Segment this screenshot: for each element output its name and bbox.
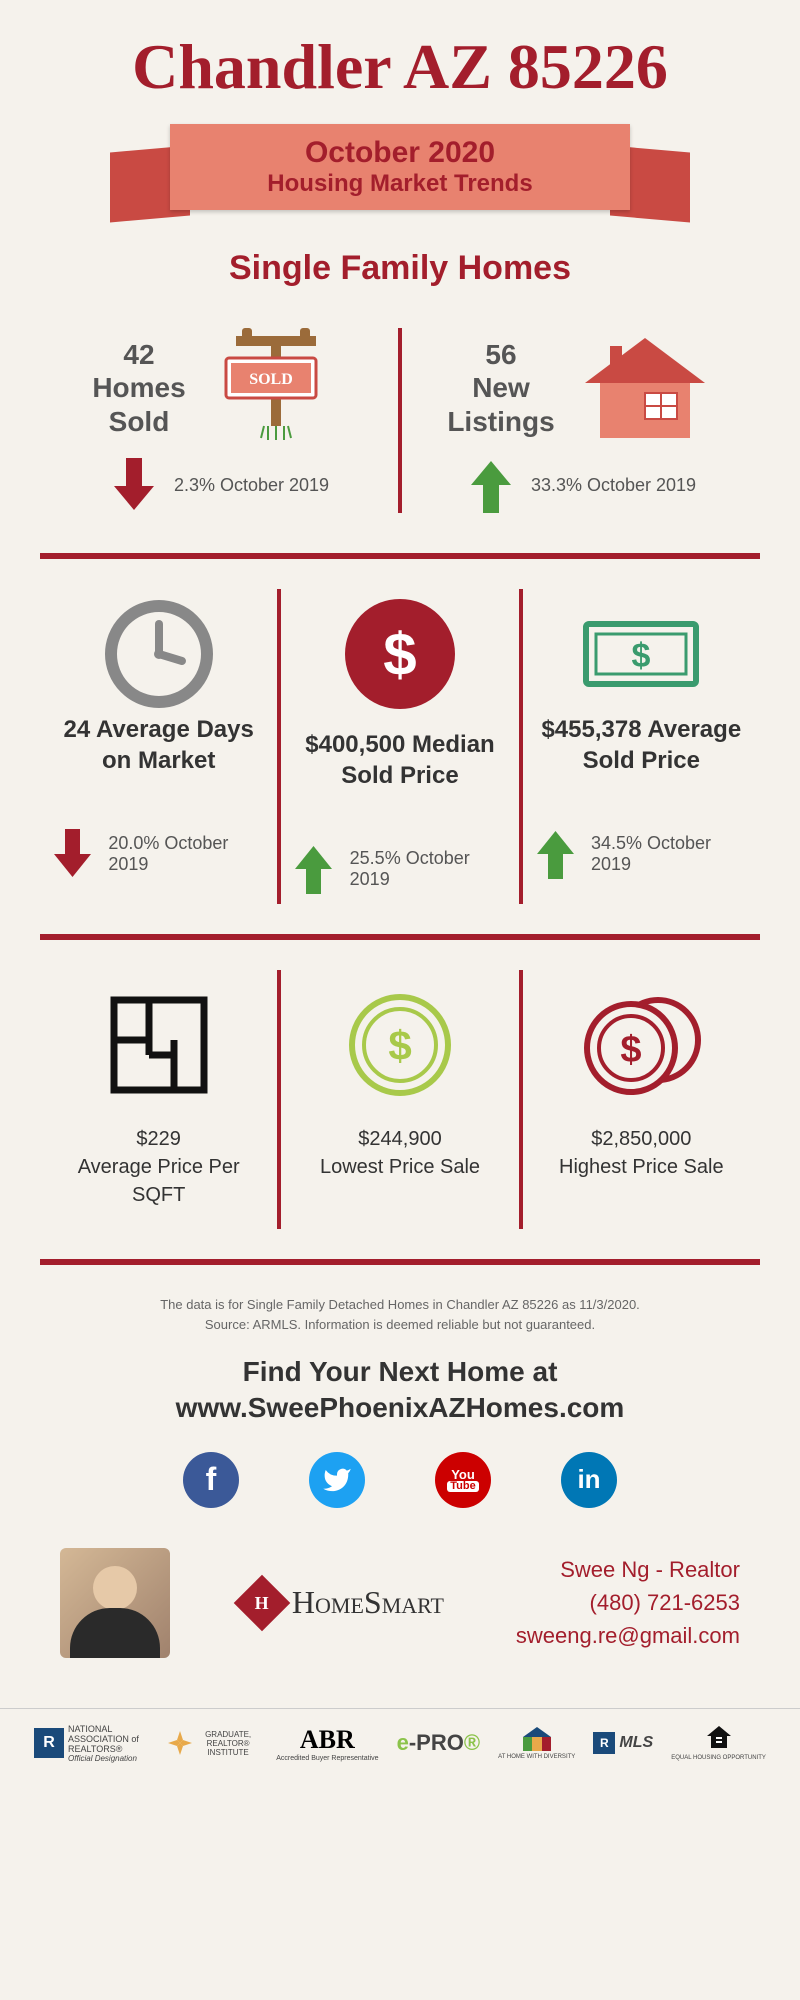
cert-diversity: AT HOME WITH DIVERSITY [498,1727,575,1760]
homes-sold-value: 42 [92,338,185,372]
svg-text:SOLD: SOLD [249,371,293,388]
cert-mls: R MLS [593,1732,653,1754]
price-sqft-label: Average Price Per SQFT [50,1153,267,1209]
arrow-down-icon [50,829,93,879]
new-listings-trend: 33.3% October 2019 [531,475,696,496]
homes-sold-label2: Sold [92,405,185,439]
median-price: $400,500 Median Sold Price [291,729,508,829]
floorplan-icon [104,990,214,1105]
new-listings-label2: Listings [447,405,554,439]
cert-nar: R NATIONAL ASSOCIATION of REALTORS® Offi… [34,1724,148,1763]
contact-phone[interactable]: (480) 721-6253 [516,1586,740,1619]
facebook-icon[interactable]: f [183,1452,239,1508]
disclaimer-line2: Source: ARMLS. Information is deemed rel… [40,1315,760,1335]
clock-icon [104,599,214,714]
cert-abr: ABR Accredited Buyer Representative [276,1725,378,1762]
lowest-price-label: Lowest Price Sale [320,1153,480,1181]
svg-text:$: $ [632,637,651,675]
youtube-icon[interactable]: YouTube [435,1452,491,1508]
price-sqft-value: $229 [50,1125,267,1153]
coins-red-icon: $ [576,990,706,1105]
arrow-up-icon [466,458,516,513]
twitter-icon[interactable] [309,1452,365,1508]
cta-line2[interactable]: www.SweePhoenixAZHomes.com [40,1390,760,1426]
brand-logo: H HomeSmart [242,1583,444,1623]
disclaimer-line1: The data is for Single Family Detached H… [40,1295,760,1315]
lowest-price-value: $244,900 [320,1125,480,1153]
contact-email[interactable]: sweeng.re@gmail.com [516,1619,740,1652]
ribbon-line2: Housing Market Trends [190,170,610,198]
certifications-row: R NATIONAL ASSOCIATION of REALTORS® Offi… [0,1708,800,1778]
dollar-badge-icon: $ [345,599,455,709]
highest-price-label: Highest Price Sale [559,1153,724,1181]
arrow-down-icon [109,458,159,513]
house-icon [575,328,715,448]
cta-line1: Find Your Next Home at [40,1354,760,1390]
average-price: $455,378 Average Sold Price [533,714,750,814]
cert-epro: e-PRO® [397,1730,480,1756]
subtitle: Single Family Homes [40,249,760,288]
contact-name: Swee Ng - Realtor [516,1553,740,1586]
days-on-market: 24 Average Days on Market [50,714,267,814]
realtor-avatar [60,1548,170,1658]
cert-equal-housing: EQUAL HOUSING OPPORTUNITY [671,1726,766,1761]
cert-gri: GRADUATE, REALTOR® INSTITUTE [166,1729,258,1757]
ribbon-line1: October 2020 [190,136,610,170]
days-trend: 20.0% October 2019 [108,833,267,875]
homes-sold-trend: 2.3% October 2019 [174,475,329,496]
average-trend: 34.5% October 2019 [591,833,750,875]
homes-sold-label1: Homes [92,371,185,405]
new-listings-value: 56 [447,338,554,372]
median-trend: 25.5% October 2019 [350,848,509,890]
highest-price-value: $2,850,000 [559,1125,724,1153]
ribbon-banner: October 2020 Housing Market Trends [140,124,660,234]
arrow-up-icon [291,844,334,894]
arrow-up-icon [533,829,576,879]
page-title: Chandler AZ 85226 [40,30,760,104]
dollar-bill-icon: $ [576,599,706,714]
new-listings-label1: New [447,371,554,405]
svg-text:$: $ [621,1029,642,1071]
sold-sign-icon: SOLD [206,328,346,448]
linkedin-icon[interactable]: in [561,1452,617,1508]
coin-lime-icon: $ [345,990,455,1105]
svg-text:$: $ [388,1022,411,1069]
